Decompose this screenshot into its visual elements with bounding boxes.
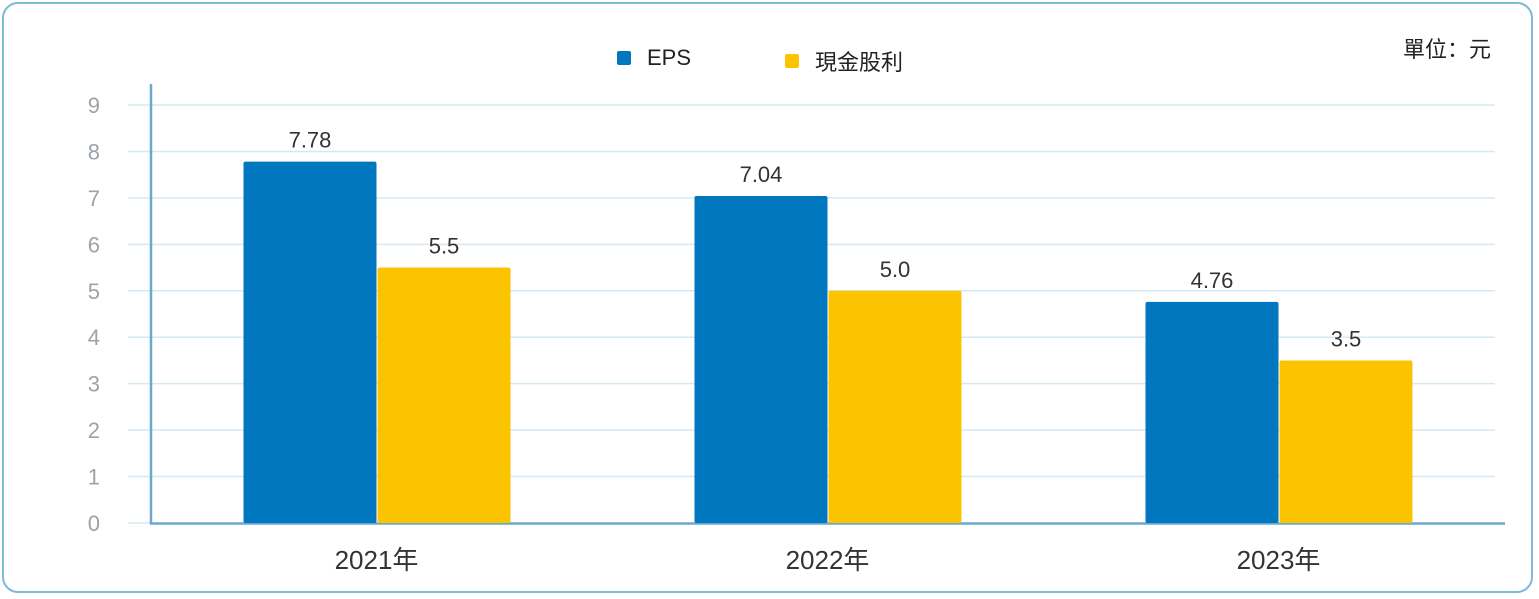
y-tick-label: 7 — [88, 186, 100, 211]
unit-label: 單位：元 — [1402, 37, 1491, 62]
legend-item-eps: EPS — [617, 45, 691, 71]
y-tick-label: 2 — [88, 418, 100, 443]
data-label-eps: 4.76 — [1191, 268, 1234, 293]
y-tick-label: 4 — [88, 325, 100, 350]
data-label-dividend: 5.5 — [429, 234, 460, 259]
y-tick-label: 1 — [88, 465, 100, 490]
bar-eps — [694, 196, 828, 523]
legend-label-eps: EPS — [647, 45, 692, 70]
legend-label-dividend: 現金股利 — [815, 50, 904, 75]
data-label-eps: 7.04 — [740, 162, 783, 187]
y-tick-label: 0 — [88, 511, 100, 536]
data-label-eps: 7.78 — [289, 128, 332, 153]
data-label-dividend: 5.0 — [880, 257, 911, 282]
bar-dividend — [828, 290, 962, 523]
legend-swatch-eps — [617, 51, 631, 65]
x-tick-label: 2021年 — [335, 545, 419, 575]
bar-dividend — [1279, 360, 1413, 523]
x-tick-label: 2023年 — [1237, 545, 1321, 575]
y-tick-label: 8 — [88, 139, 100, 164]
legend-swatch-dividend — [785, 54, 799, 68]
y-tick-label: 3 — [88, 372, 100, 397]
bar-dividend — [377, 267, 511, 523]
y-tick-label: 6 — [88, 232, 100, 257]
bar-eps — [1145, 301, 1279, 523]
x-tick-label: 2022年 — [786, 545, 870, 575]
data-label-dividend: 3.5 — [1331, 326, 1362, 351]
bar-eps — [243, 161, 377, 523]
y-tick-label: 9 — [88, 93, 100, 118]
y-tick-label: 5 — [88, 279, 100, 304]
legend: EPS 現金股利 — [0, 45, 1539, 75]
legend-item-dividend: 現金股利 — [785, 45, 903, 77]
